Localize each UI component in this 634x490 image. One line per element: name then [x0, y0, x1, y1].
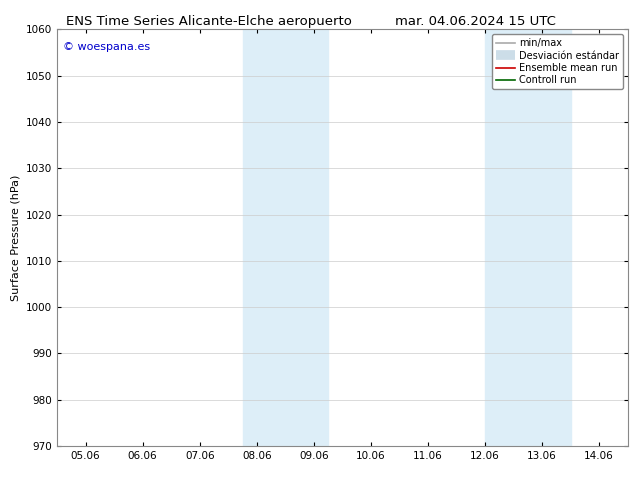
Bar	[242, 29, 271, 446]
Text: © woespana.es: © woespana.es	[63, 42, 150, 52]
Bar	[514, 29, 571, 446]
Bar	[485, 29, 514, 446]
Bar	[271, 29, 328, 446]
Text: mar. 04.06.2024 15 UTC: mar. 04.06.2024 15 UTC	[395, 15, 556, 28]
Y-axis label: Surface Pressure (hPa): Surface Pressure (hPa)	[10, 174, 20, 301]
Text: ENS Time Series Alicante-Elche aeropuerto: ENS Time Series Alicante-Elche aeropuert…	[67, 15, 352, 28]
Legend: min/max, Desviación estándar, Ensemble mean run, Controll run: min/max, Desviación estándar, Ensemble m…	[492, 34, 623, 89]
